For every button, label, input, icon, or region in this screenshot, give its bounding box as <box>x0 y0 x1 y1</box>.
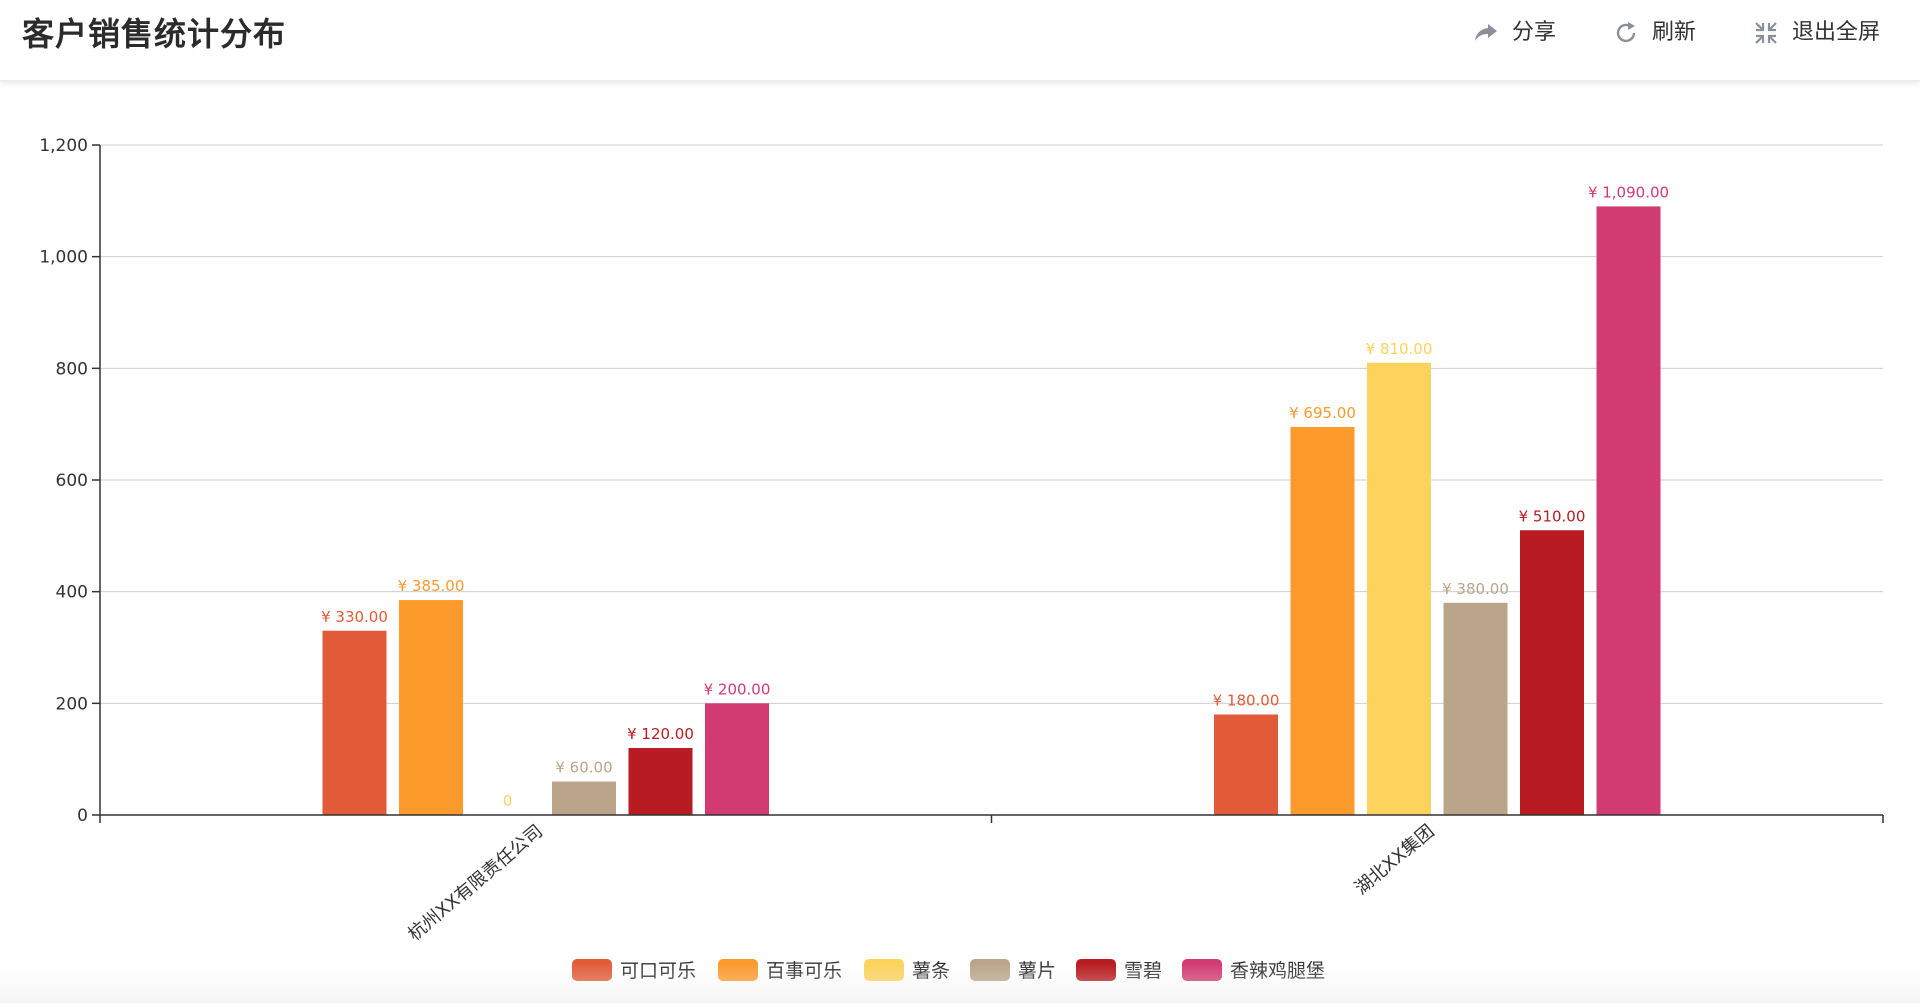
bar-chart: ¥ 330.00 ¥ 385.00 0 ¥ 60.00 ¥ 120.00 ¥ 200.00… <box>0 80 1920 1003</box>
y-tick-label: 600 <box>56 471 88 491</box>
legend: 可口可乐 百事可乐 薯条 薯片 雪碧 香辣鸡腿堡 <box>572 959 1325 982</box>
legend-swatch <box>572 959 612 981</box>
exit-fullscreen-label: 退出全屏 <box>1792 16 1880 50</box>
data-label: ¥ 385.00 <box>398 577 465 595</box>
data-label: 0 <box>503 792 513 810</box>
header-bar: 客户销售统计分布 分享 刷新 退出全屏 <box>0 0 1920 81</box>
legend-item: 香辣鸡腿堡 <box>1182 959 1325 982</box>
y-tick-label: 1,200 <box>39 136 88 156</box>
bar <box>1597 206 1661 815</box>
x-tick-label: 杭州XX有限责任公司 <box>404 821 547 946</box>
data-label: ¥ 810.00 <box>1366 340 1433 358</box>
data-label: ¥ 200.00 <box>704 680 771 698</box>
exit-fullscreen-icon <box>1754 21 1778 45</box>
page-title: 客户销售统计分布 <box>22 14 286 54</box>
legend-item: 薯条 <box>864 959 950 982</box>
refresh-button[interactable]: 刷新 <box>1614 16 1696 50</box>
data-label: ¥ 380.00 <box>1442 580 1509 598</box>
bar <box>1214 715 1278 816</box>
legend-label: 可口可乐 <box>620 960 696 982</box>
y-tick-label: 200 <box>56 694 88 714</box>
bar <box>399 600 463 815</box>
data-label: ¥ 695.00 <box>1289 404 1356 422</box>
bar <box>1367 363 1431 815</box>
legend-label: 百事可乐 <box>766 960 842 982</box>
legend-swatch <box>970 959 1010 981</box>
bar <box>629 748 693 815</box>
data-label: ¥ 510.00 <box>1519 507 1586 525</box>
legend-label: 薯条 <box>912 960 950 982</box>
bar <box>1291 427 1355 815</box>
share-label: 分享 <box>1512 16 1556 50</box>
bar <box>552 782 616 816</box>
bars <box>323 206 1661 815</box>
bar <box>705 703 769 815</box>
legend-item: 百事可乐 <box>718 959 842 982</box>
chart-area: ¥ 330.00 ¥ 385.00 0 ¥ 60.00 ¥ 120.00 ¥ 200.00… <box>0 80 1920 1003</box>
share-button[interactable]: 分享 <box>1474 16 1556 50</box>
refresh-icon <box>1614 21 1638 45</box>
exit-fullscreen-button[interactable]: 退出全屏 <box>1754 16 1880 50</box>
legend-swatch <box>1182 959 1222 981</box>
data-label: ¥ 60.00 <box>555 759 612 777</box>
y-tick-label: 800 <box>56 359 88 379</box>
x-tick-labels: 杭州XX有限责任公司 湖北XX集团 <box>404 821 1438 946</box>
y-tick-labels: 0 200 400 600 800 1,000 1,200 <box>39 136 88 826</box>
legend-item: 雪碧 <box>1076 959 1162 982</box>
y-tick-label: 400 <box>56 583 88 603</box>
bar <box>323 631 387 815</box>
legend-item: 可口可乐 <box>572 959 696 982</box>
x-tick-label: 湖北XX集团 <box>1351 821 1439 899</box>
refresh-label: 刷新 <box>1652 16 1696 50</box>
legend-label: 香辣鸡腿堡 <box>1230 960 1325 982</box>
legend-item: 薯片 <box>970 959 1056 982</box>
y-tick-label: 1,000 <box>39 248 88 268</box>
legend-swatch <box>864 959 904 981</box>
data-label: ¥ 180.00 <box>1213 692 1280 710</box>
share-arrow-icon <box>1474 22 1498 44</box>
bar <box>1444 603 1508 815</box>
legend-swatch <box>718 959 758 981</box>
legend-label: 雪碧 <box>1124 960 1162 982</box>
y-tick-label: 0 <box>77 806 88 826</box>
data-label: ¥ 1,090.00 <box>1588 183 1669 201</box>
legend-label: 薯片 <box>1018 960 1056 982</box>
data-label: ¥ 120.00 <box>627 725 694 743</box>
bar <box>1520 530 1584 815</box>
legend-swatch <box>1076 959 1116 981</box>
toolbar: 分享 刷新 退出全屏 <box>1416 16 1880 50</box>
data-label: ¥ 330.00 <box>321 608 388 626</box>
